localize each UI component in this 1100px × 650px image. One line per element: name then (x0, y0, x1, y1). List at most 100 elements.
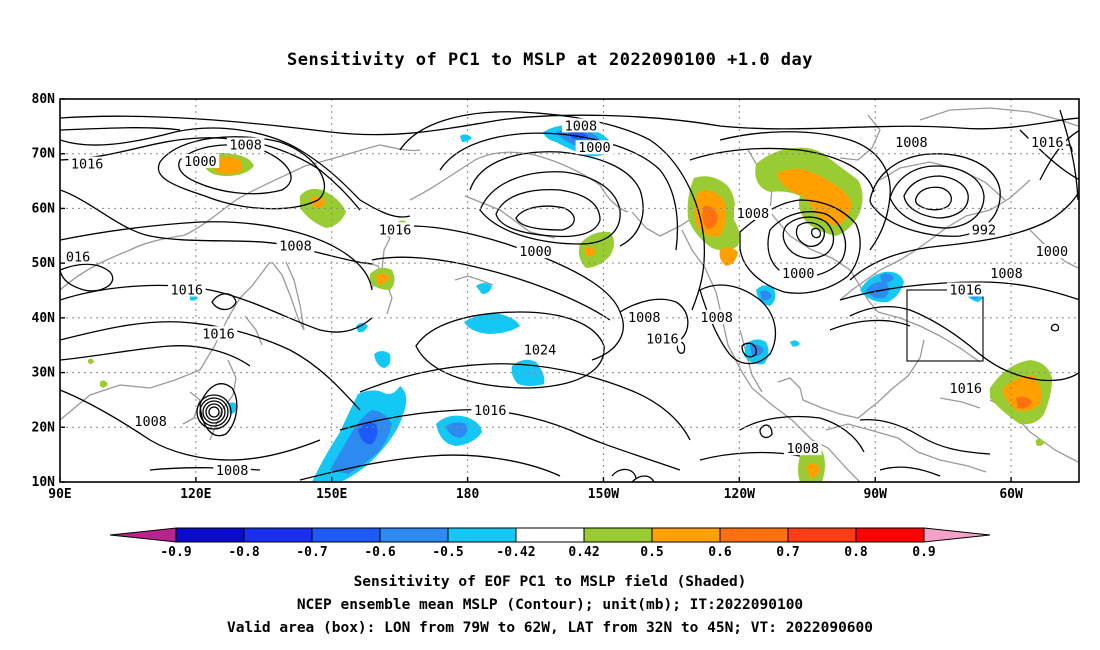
colorbar-swatch (855, 527, 925, 543)
colorbar-swatch (175, 527, 245, 543)
contour-label-bg (1028, 134, 1067, 149)
contour-label-bg (181, 153, 220, 168)
contour-label: 1008 (628, 310, 661, 326)
contour-label: 992 (972, 222, 996, 238)
y-tick-label: 10N (32, 475, 56, 490)
contour-label-bg (562, 118, 600, 133)
contour-label-bg (892, 134, 931, 149)
contour-label-bg (226, 137, 265, 152)
contour-label-bg (471, 402, 510, 417)
contour-label-bg (521, 342, 559, 357)
contour-label: 1000 (184, 154, 217, 170)
contour-label-bg (946, 380, 985, 395)
colorbar-label: -0.8 (228, 545, 259, 560)
valid-area-box (906, 289, 984, 362)
contour-label-bg (946, 282, 985, 297)
mslp-contours (60, 109, 1079, 482)
contour-label: 1000 (578, 140, 611, 156)
plot-frame (59, 98, 1080, 483)
colorbar-label: 0.9 (912, 545, 935, 560)
contour-label-bg (779, 266, 818, 281)
colorbar: -0.9 -0.8 -0.7 -0.6 -0.5 -0.42 0.42 0.5 0.6 0.7 0.… (109, 527, 991, 560)
contour-label: 016 (66, 250, 90, 266)
colorbar-label: 0.6 (708, 545, 732, 560)
caption-valid-area: Valid area (box): LON from 79W to 62W, L… (226, 620, 873, 636)
colorbar-extend-high (923, 527, 991, 543)
axis-ticks: 90E 120E 150E 180 150W 120W 90W 60W 80N 70N 60N 50N… (32, 92, 1023, 502)
contour-label-bg (376, 222, 414, 237)
contour-label: 1016 (171, 283, 204, 299)
contour-label: 1008 (229, 138, 262, 154)
contour-label-bg (199, 326, 238, 341)
x-tick-label: 90W (863, 487, 887, 502)
chart-title: Sensitivity of PC1 to MSLP at 2022090100… (286, 50, 813, 70)
contour-label: 1008 (990, 266, 1023, 282)
colorbar-swatch (719, 527, 789, 543)
x-tick-label: 60W (999, 487, 1023, 502)
contour-label-bg (516, 244, 555, 259)
y-tick-label: 60N (32, 201, 56, 216)
contour-label-bg (734, 205, 772, 220)
colorbar-label: 0.8 (844, 545, 868, 560)
colorbar-swatch (515, 527, 585, 543)
y-tick-label: 70N (32, 147, 56, 162)
contour-label: 1024 (524, 343, 557, 359)
contour-label: 1000 (1036, 244, 1069, 260)
grid-lines (60, 99, 1079, 482)
contour-label-bg (987, 266, 1026, 281)
contour-label: 1008 (737, 206, 770, 222)
colorbar-swatch (447, 527, 517, 543)
colorbar-label: -0.42 (496, 545, 535, 560)
colorbar-extend-low (109, 527, 177, 543)
contour-label: 1008 (700, 310, 733, 326)
contour-label: 1008 (565, 118, 598, 134)
y-tick-label: 20N (32, 420, 56, 435)
y-tick-label: 80N (32, 92, 56, 107)
contour-labels: 1008 1000 1016 1008 1016 016 1016 1016 1008 1008 1… (63, 118, 1071, 479)
colorbar-swatch (651, 527, 721, 543)
y-tick-label: 40N (32, 311, 56, 326)
contour-label-bg (625, 309, 664, 324)
colorbar-label: -0.9 (160, 545, 191, 560)
contour-label: 1008 (279, 239, 312, 255)
contour-label-bg (276, 238, 315, 253)
contour-label-bg (168, 282, 206, 297)
contour-label-bg (68, 156, 106, 171)
x-tick-label: 120W (724, 487, 755, 502)
contour-label: 1016 (646, 332, 679, 348)
colorbar-swatch (243, 527, 313, 543)
contour-label: 1016 (950, 381, 983, 397)
contour-label: 1008 (895, 135, 928, 151)
colorbar-label: -0.6 (364, 545, 395, 560)
contour-label: 1016 (950, 283, 983, 299)
x-tick-label: 120E (180, 487, 211, 502)
contour-label: 1000 (519, 244, 552, 260)
caption-shaded: Sensitivity of EOF PC1 to MSLP field (Sh… (353, 574, 747, 590)
contour-label-bg (969, 222, 999, 237)
contour-label-bg (213, 463, 251, 478)
y-tick-label: 50N (32, 256, 56, 271)
contour-label: 1008 (134, 414, 167, 430)
contour-label: 1000 (782, 266, 815, 282)
x-tick-label: 150W (588, 487, 619, 502)
colorbar-label: 0.5 (640, 545, 663, 560)
x-tick-label: 90E (48, 487, 71, 502)
contour-label-bg (697, 309, 736, 324)
contour-label: 1016 (474, 403, 507, 419)
caption-contour: NCEP ensemble mean MSLP (Contour); unit(… (296, 597, 804, 613)
contour-label-bg (643, 331, 682, 346)
y-tick-label: 30N (32, 366, 56, 381)
contour-label: 1016 (1031, 135, 1064, 151)
contour-label: 1016 (202, 326, 235, 342)
colorbar-label: 0.7 (776, 545, 799, 560)
contour-label-bg (783, 441, 822, 456)
contour-label-bg (63, 249, 93, 264)
contour-label: 1008 (216, 463, 249, 479)
colorbar-swatch (311, 527, 381, 543)
colorbar-label: 0.42 (568, 545, 599, 560)
contour-label: 1016 (379, 222, 412, 238)
contour-label-bg (575, 140, 614, 155)
colorbar-label: -0.5 (432, 545, 463, 560)
contour-label-bg (131, 413, 170, 428)
